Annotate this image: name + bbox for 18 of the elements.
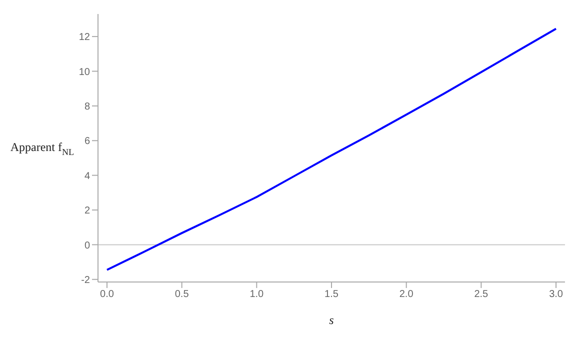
y-tick-label: 12 xyxy=(78,32,90,44)
x-tick-label: 2.0 xyxy=(399,289,414,300)
y-tick-label: 6 xyxy=(84,136,90,148)
y-tick-label: 4 xyxy=(84,170,90,182)
x-tick-label: 0.5 xyxy=(174,289,190,300)
y-axis-title: Apparent f$_{NL}$ xyxy=(10,140,74,158)
y-tick-label: 0 xyxy=(84,240,90,252)
x-tick-label: 1.0 xyxy=(250,289,264,300)
x-tick-label: 0.0 xyxy=(100,289,114,300)
y-tick-label: 8 xyxy=(84,101,90,112)
y-tick-label: 10 xyxy=(78,66,90,78)
line-series xyxy=(106,28,558,271)
x-tick-label: 2.5 xyxy=(474,289,489,300)
y-tick-label: 2 xyxy=(84,206,90,217)
x-tick-label: 1.5 xyxy=(324,289,339,300)
x-axis-title: s xyxy=(329,313,334,327)
y-tick-label: -2 xyxy=(81,274,90,286)
x-tick-label: 3.0 xyxy=(549,289,564,300)
